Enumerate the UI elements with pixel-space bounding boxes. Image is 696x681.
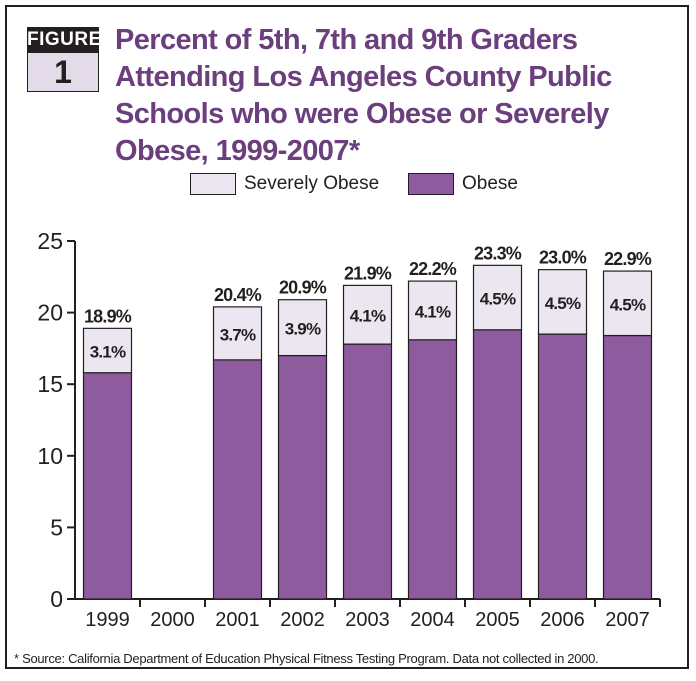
chart-legend: Severely Obese Obese: [0, 170, 696, 198]
total-label: 23.0%: [539, 248, 587, 268]
bar-severely-obese: [602, 270, 653, 337]
legend-swatch-obese: [408, 173, 454, 195]
y-tick-label: 10: [37, 443, 63, 469]
figure-badge: FIGURE 1: [27, 27, 101, 92]
legend-item-obese: Obese: [408, 170, 518, 198]
source-footnote: * Source: California Department of Educa…: [14, 651, 599, 666]
segment-label: 4.5%: [480, 290, 516, 309]
bar-severely-obese: [277, 299, 328, 357]
segment-label: 3.1%: [90, 343, 126, 362]
bar-obese: [212, 359, 263, 600]
x-tick-label: 2000: [150, 609, 195, 631]
figure-number: 1: [27, 53, 99, 92]
bar-obese: [82, 372, 133, 600]
legend-swatch-severely-obese: [190, 173, 236, 195]
figure-word: FIGURE: [27, 27, 101, 53]
figure-frame: [5, 5, 689, 669]
bar-severely-obese: [212, 306, 263, 361]
segment-label: 4.1%: [415, 302, 451, 321]
x-tick-label: 1999: [85, 609, 130, 631]
segment-label: 4.1%: [350, 307, 386, 326]
segment-label: 4.5%: [610, 295, 646, 314]
bar-obese: [472, 329, 523, 600]
bar-obese: [407, 339, 458, 600]
bar-severely-obese: [472, 264, 523, 331]
total-label: 20.9%: [279, 278, 327, 298]
x-tick-label: 2003: [345, 609, 390, 631]
y-tick-label: 15: [37, 371, 63, 397]
total-label: 21.9%: [344, 263, 392, 283]
total-label: 23.3%: [474, 243, 522, 263]
x-tick-label: 2007: [605, 609, 650, 631]
total-label: 22.2%: [409, 259, 457, 279]
chart-title: Percent of 5th, 7th and 9th Graders Atte…: [115, 24, 612, 167]
segment-label: 3.7%: [220, 325, 256, 344]
bar-severely-obese: [407, 280, 458, 341]
legend-label-severely-obese: Severely Obese: [244, 173, 380, 194]
bar-severely-obese: [537, 269, 588, 335]
x-tick-label: 2002: [280, 609, 325, 631]
segment-label: 4.5%: [545, 294, 581, 313]
bar-obese: [602, 334, 653, 600]
x-tick-label: 2001: [215, 609, 260, 631]
bar-obese: [277, 354, 328, 600]
y-tick-label: 25: [37, 228, 63, 254]
total-label: 22.9%: [604, 249, 652, 269]
x-tick-label: 2004: [410, 609, 455, 631]
total-label: 18.9%: [84, 306, 132, 326]
total-label: 20.4%: [214, 285, 262, 305]
x-tick-label: 2006: [540, 609, 585, 631]
x-tick-label: 2005: [475, 609, 520, 631]
legend-label-obese: Obese: [462, 173, 518, 194]
bar-obese: [342, 343, 393, 600]
segment-label: 3.9%: [285, 320, 321, 339]
bar-severely-obese: [342, 284, 393, 345]
bar-severely-obese: [82, 327, 133, 374]
bar-obese: [537, 333, 588, 600]
legend-item-severely-obese: Severely Obese: [190, 170, 379, 198]
y-tick-label: 0: [50, 586, 63, 612]
y-tick-label: 5: [50, 514, 63, 540]
y-tick-label: 20: [37, 300, 63, 326]
